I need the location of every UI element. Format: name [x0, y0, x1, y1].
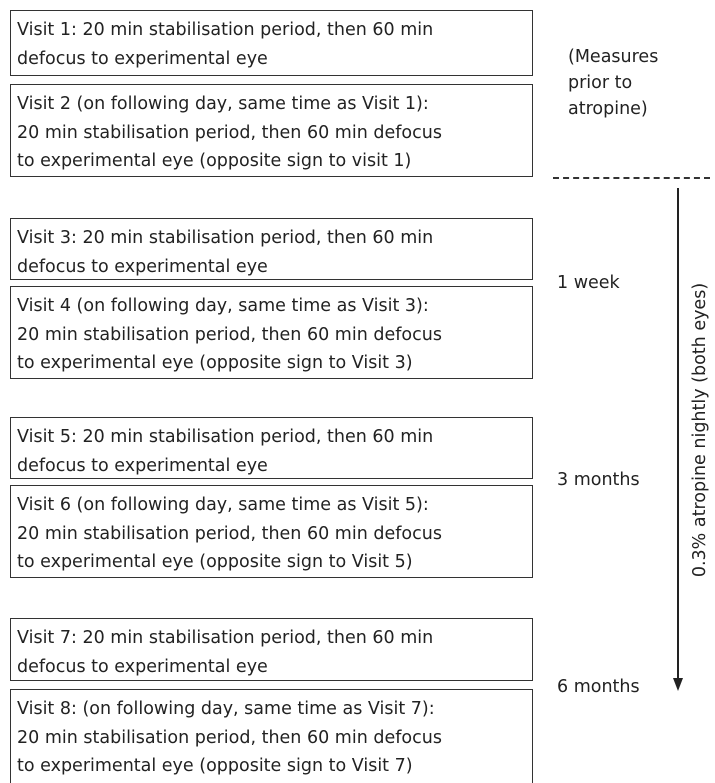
pre-label: (Measures prior to atropine): [568, 44, 658, 122]
box-text: to experimental eye (opposite sign to Vi…: [17, 552, 413, 572]
pre-label-line: prior to: [568, 73, 633, 93]
box-text: to experimental eye (opposite sign to Vi…: [17, 353, 413, 373]
box-text: Visit 4 (on following day, same time as …: [17, 296, 429, 316]
time-label: 3 months: [557, 470, 640, 490]
visit-box: Visit 8: (on following day, same time as…: [10, 689, 533, 783]
box-text: Visit 8: (on following day, same time as…: [17, 699, 435, 719]
arrow-label: 0.3% atropine nightly (both eyes): [690, 282, 710, 578]
pre-label-line: (Measures: [568, 47, 659, 67]
time-label: 1 week: [557, 273, 620, 293]
pre-label-line: atropine): [568, 99, 648, 119]
box-text: 20 min stabilisation period, then 60 min…: [17, 324, 442, 345]
box-text: defocus to experimental eye: [17, 455, 268, 476]
box-text: Visit 6 (on following day, same time as …: [17, 495, 429, 515]
box-text: to experimental eye (opposite sign to Vi…: [17, 756, 413, 776]
visit-box: Visit 2 (on following day, same time as …: [10, 84, 533, 177]
visit-box: Visit 3: 20 min stabilisation period, th…: [10, 218, 533, 280]
time-arrow: [673, 188, 683, 691]
time-label: 6 months: [557, 677, 640, 697]
box-text: Visit 5: 20 min stabilisation period, th…: [17, 427, 434, 447]
visit-box: Visit 5: 20 min stabilisation period, th…: [10, 417, 533, 479]
box-text: 20 min stabilisation period, then 60 min…: [17, 122, 442, 143]
box-text: Visit 1: 20 min stabilisation period, th…: [17, 20, 434, 40]
box-text: to experimental eye (opposite sign to vi…: [17, 151, 412, 171]
visit-box: Visit 1: 20 min stabilisation period, th…: [10, 10, 533, 76]
box-text: Visit 2 (on following day, same time as …: [17, 94, 429, 114]
box-text: Visit 7: 20 min stabilisation period, th…: [17, 628, 434, 648]
box-text: Visit 3: 20 min stabilisation period, th…: [17, 228, 434, 248]
divider: [553, 177, 710, 179]
visit-box: Visit 4 (on following day, same time as …: [10, 286, 533, 379]
box-text: defocus to experimental eye: [17, 656, 268, 677]
visit-box: Visit 7: 20 min stabilisation period, th…: [10, 618, 533, 681]
box-text: defocus to experimental eye: [17, 256, 268, 277]
box-text: defocus to experimental eye: [17, 48, 268, 69]
box-text: 20 min stabilisation period, then 60 min…: [17, 727, 442, 748]
visit-box: Visit 6 (on following day, same time as …: [10, 485, 533, 578]
box-text: 20 min stabilisation period, then 60 min…: [17, 523, 442, 544]
